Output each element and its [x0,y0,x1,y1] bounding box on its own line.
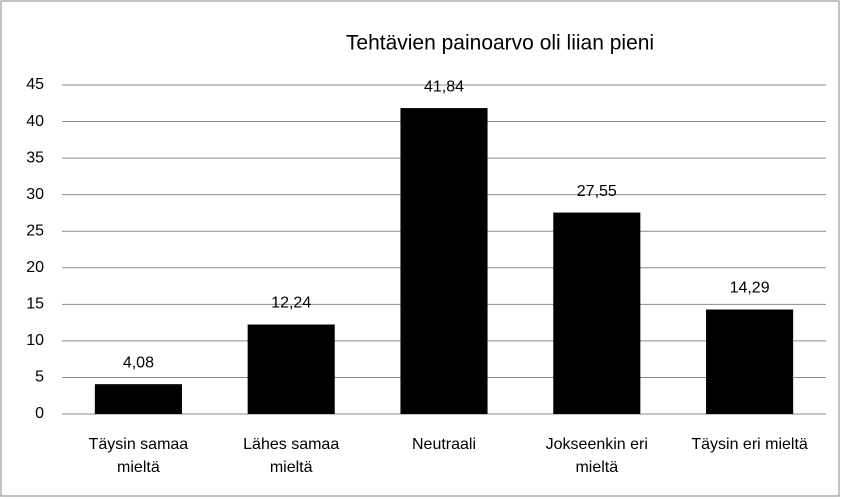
y-tick-label: 25 [26,222,44,239]
x-tick-label: Täysin samaa mieltä [88,436,189,476]
y-tick-label: 10 [26,332,44,349]
bar [400,108,488,414]
data-label: 14,29 [730,280,770,297]
data-label: 12,24 [271,295,311,312]
y-tick-label: 20 [26,259,44,276]
chart-title: Tehtävien painoarvo oli liian pieni [346,32,654,55]
x-tick-label: Lähes samaa mieltä [243,436,340,476]
y-tick-label: 35 [26,149,44,166]
x-tick-label: Täysin eri mieltä [691,436,808,453]
y-tick-label: 40 [26,113,44,130]
x-tick-label: Neutraali [411,436,477,453]
y-tick-label: 0 [35,405,44,422]
y-tick-label: 15 [26,296,44,313]
y-tick-label: 5 [35,369,44,386]
data-label: 27,55 [577,183,617,200]
bar [553,212,641,414]
x-tick-label: Jokseenkin eri mieltä [545,436,648,476]
data-label: 41,84 [424,78,464,95]
bar [94,384,182,414]
y-tick-label: 30 [26,186,44,203]
data-label: 4,08 [123,354,154,371]
bar [247,324,335,414]
bar [706,309,794,414]
y-tick-label: 45 [26,76,44,93]
